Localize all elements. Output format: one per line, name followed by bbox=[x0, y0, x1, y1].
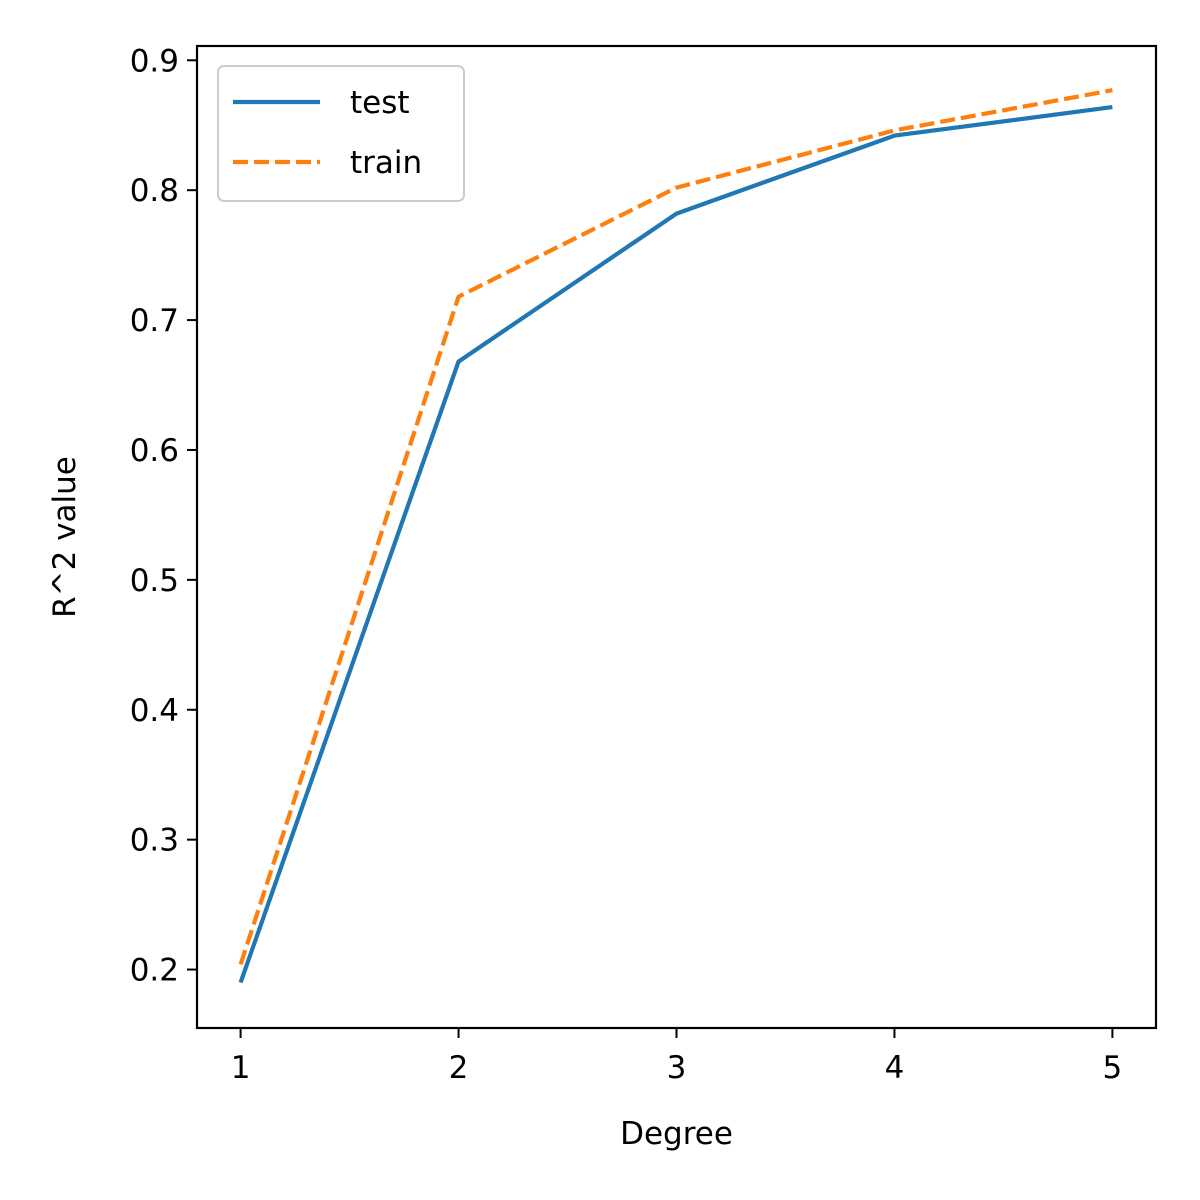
legend: test train bbox=[217, 65, 465, 202]
y-tick-label: 0.6 bbox=[130, 433, 179, 469]
x-tick-label: 4 bbox=[885, 1050, 905, 1086]
series-line-train bbox=[238, 88, 1113, 966]
y-tick-label: 0.3 bbox=[130, 823, 179, 859]
y-tick-label: 0.4 bbox=[130, 693, 179, 729]
y-tick-label: 0.8 bbox=[130, 173, 179, 209]
y-tick-label: 0.5 bbox=[130, 563, 179, 599]
axes-frame bbox=[195, 44, 1158, 1030]
x-axis-label: Degree bbox=[620, 1116, 733, 1152]
legend-box bbox=[217, 65, 465, 202]
x-tick-label: 5 bbox=[1103, 1050, 1123, 1086]
y-tick-label: 0.7 bbox=[130, 303, 179, 339]
x-tick-label: 3 bbox=[667, 1050, 687, 1086]
y-axis-ticks: 0.2 0.3 0.4 0.5 0.6 0.7 0.8 0.9 bbox=[130, 43, 197, 989]
x-tick-label: 2 bbox=[449, 1050, 469, 1086]
series-layer bbox=[238, 88, 1113, 984]
legend-label-train: train bbox=[350, 145, 422, 181]
y-tick-label: 0.9 bbox=[130, 43, 179, 79]
x-tick-label: 1 bbox=[231, 1050, 251, 1086]
series-line-test bbox=[238, 105, 1113, 984]
legend-label-test: test bbox=[350, 85, 410, 121]
y-axis-label: R^2 value bbox=[47, 456, 83, 618]
y-tick-label: 0.2 bbox=[130, 953, 179, 989]
x-axis-ticks: 1 2 3 4 5 bbox=[231, 1028, 1123, 1086]
